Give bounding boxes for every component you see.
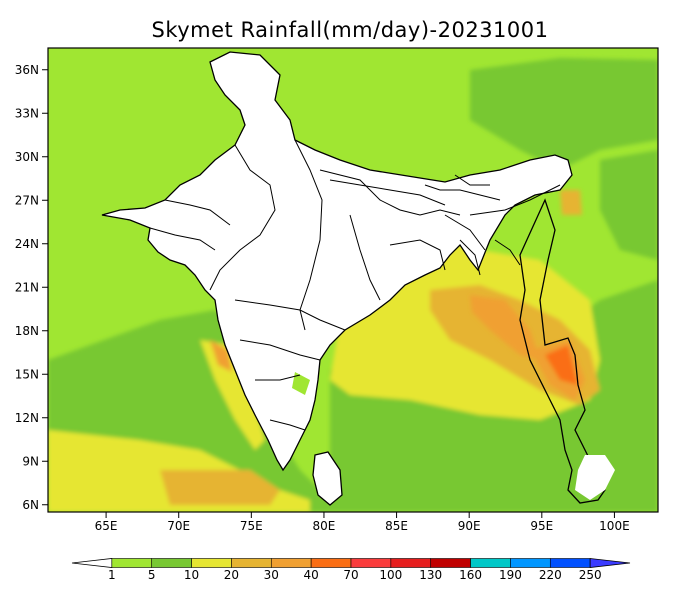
legend-label: 40	[304, 568, 319, 582]
lon-tick-label: 75E	[240, 519, 263, 533]
internal-boundaries	[149, 139, 561, 431]
lat-tick-label: 24N	[15, 237, 39, 251]
longitude-axis: 65E 70E 75E 80E 85E 90E 95E 100E	[95, 512, 630, 533]
lat-tick-label: 6N	[22, 498, 39, 512]
lat-tick-label: 15N	[15, 367, 39, 381]
lat-tick-label: 9N	[22, 454, 39, 468]
lat-tick-label: 21N	[15, 280, 39, 294]
lon-tick-label: 85E	[385, 519, 408, 533]
land-mask	[101, 51, 615, 506]
legend-swatch	[310, 558, 352, 568]
plot-frame	[47, 47, 659, 513]
lat-tick-label: 33N	[15, 106, 39, 120]
legend-swatch	[191, 558, 232, 568]
legend-swatch	[231, 558, 272, 568]
legend-label: 20	[224, 568, 239, 582]
lat-tick-label: 30N	[15, 150, 39, 164]
legend-label: 190	[499, 568, 522, 582]
legend-label: 5	[148, 568, 156, 582]
legend-swatch	[270, 558, 312, 568]
lon-tick-label: 95E	[530, 519, 553, 533]
lon-tick-label: 90E	[458, 519, 481, 533]
legend-label: 100	[379, 568, 402, 582]
legend-swatch	[430, 558, 471, 568]
lat-tick-label: 27N	[15, 193, 39, 207]
lon-tick-label: 80E	[313, 519, 336, 533]
legend-label: 220	[539, 568, 562, 582]
legend-label: 250	[579, 568, 602, 582]
latitude-axis: 6N 9N 12N 15N 18N 21N 24N 27N 30N 33N 36N	[15, 63, 48, 512]
legend-swatch	[350, 558, 392, 568]
lon-tick-label: 70E	[167, 519, 190, 533]
color-legend: 1 5 10 20 30 40 70 100 130 160 190 220 250	[71, 558, 631, 582]
legend-label: 70	[343, 568, 358, 582]
lat-tick-label: 36N	[15, 63, 39, 77]
legend-label: 1	[108, 568, 116, 582]
legend-label: 10	[184, 568, 199, 582]
lat-tick-label: 18N	[15, 324, 39, 338]
legend-label: 160	[459, 568, 482, 582]
chart-title: Skymet Rainfall(mm/day)-20231001	[151, 18, 549, 42]
legend-label: 130	[419, 568, 442, 582]
lon-tick-label: 100E	[599, 519, 630, 533]
legend-swatch	[470, 558, 511, 568]
legend-swatch	[151, 558, 192, 568]
lon-tick-label: 65E	[95, 519, 118, 533]
legend-swatch	[510, 558, 551, 568]
lat-tick-label: 12N	[15, 411, 39, 425]
legend-swatch	[111, 558, 153, 568]
legend-swatch	[589, 558, 631, 568]
legend-swatch	[71, 558, 113, 568]
legend-swatch	[390, 558, 432, 568]
legend-swatch	[549, 558, 591, 568]
legend-label: 30	[264, 568, 279, 582]
